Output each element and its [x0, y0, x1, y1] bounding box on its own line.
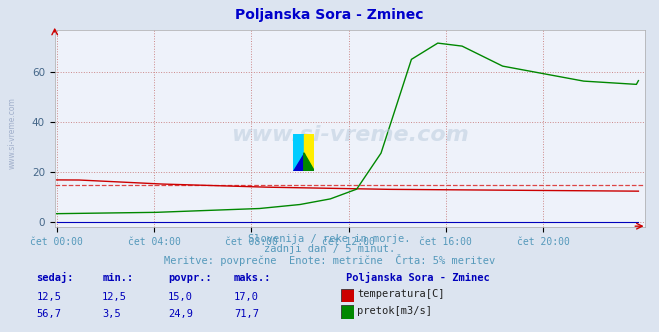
Text: Poljanska Sora - Zminec: Poljanska Sora - Zminec	[235, 8, 424, 22]
Text: Poljanska Sora - Zminec: Poljanska Sora - Zminec	[346, 272, 490, 283]
Text: 17,0: 17,0	[234, 292, 259, 302]
Text: 24,9: 24,9	[168, 309, 193, 319]
Text: min.:: min.:	[102, 273, 133, 283]
Polygon shape	[293, 153, 304, 171]
Text: zadnji dan / 5 minut.: zadnji dan / 5 minut.	[264, 244, 395, 254]
Text: 15,0: 15,0	[168, 292, 193, 302]
Text: 56,7: 56,7	[36, 309, 61, 319]
Text: www.si-vreme.com: www.si-vreme.com	[8, 97, 17, 169]
Text: Slovenija / reke in morje.: Slovenija / reke in morje.	[248, 234, 411, 244]
Text: 12,5: 12,5	[36, 292, 61, 302]
Polygon shape	[304, 153, 314, 171]
Text: povpr.:: povpr.:	[168, 273, 212, 283]
Bar	[293, 134, 304, 171]
Bar	[304, 134, 314, 171]
Text: 3,5: 3,5	[102, 309, 121, 319]
Text: Meritve: povprečne  Enote: metrične  Črta: 5% meritev: Meritve: povprečne Enote: metrične Črta:…	[164, 254, 495, 266]
Text: sedaj:: sedaj:	[36, 272, 74, 283]
Text: maks.:: maks.:	[234, 273, 272, 283]
Text: www.si-vreme.com: www.si-vreme.com	[231, 124, 469, 144]
Text: pretok[m3/s]: pretok[m3/s]	[357, 306, 432, 316]
Text: 71,7: 71,7	[234, 309, 259, 319]
Text: temperatura[C]: temperatura[C]	[357, 289, 445, 299]
Text: 12,5: 12,5	[102, 292, 127, 302]
